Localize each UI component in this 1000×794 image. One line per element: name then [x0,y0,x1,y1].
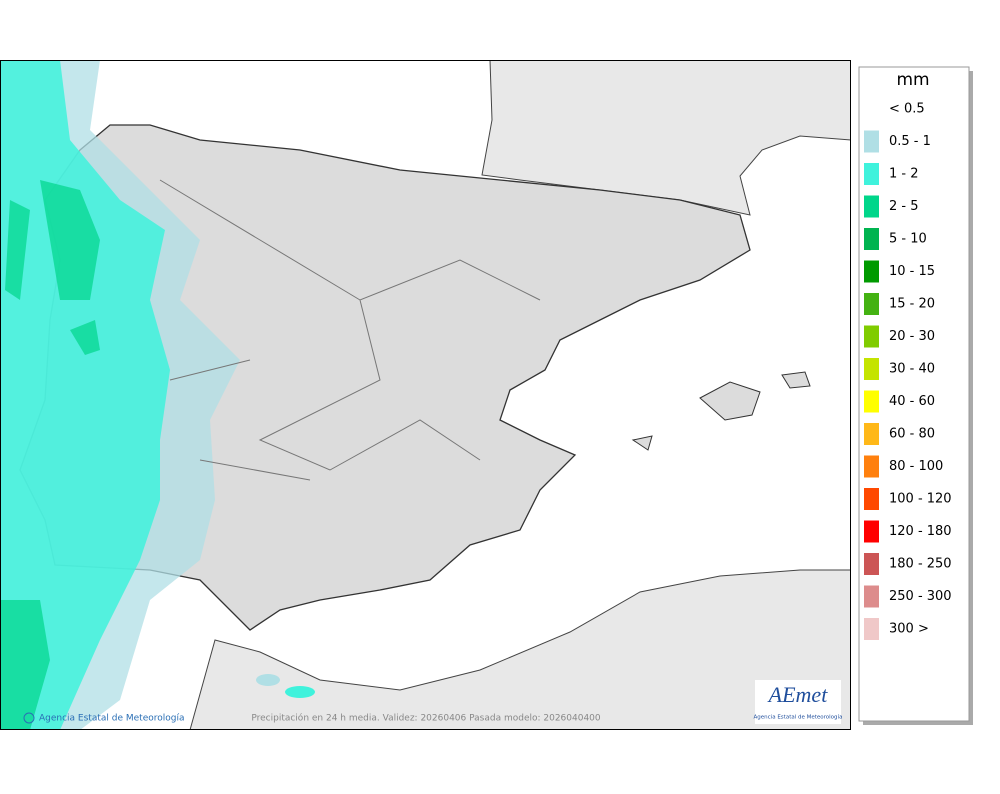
rain-spot [285,686,315,698]
legend-swatch [864,228,879,250]
balearic-islands [631,371,811,451]
map-frame [0,60,851,730]
caption: Precipitación en 24 h media. Validez: 20… [251,713,601,724]
rain-1-2 [0,60,170,730]
france [481,60,851,216]
legend-swatch [864,553,879,575]
copyright-icon [23,712,35,724]
legend-label: 250 - 300 [889,589,952,604]
legend-label: 2 - 5 [889,199,919,214]
legend-swatch [864,488,879,510]
legend-swatch [864,520,879,543]
map: AEmet Agencia Estatal de Meteorología Ag… [0,60,851,730]
legend-label: 5 - 10 [889,232,927,247]
legend-label: 60 - 80 [889,427,935,442]
africa [189,569,851,730]
legend-label: 80 - 100 [889,459,943,474]
legend-swatch [864,195,879,218]
legend-swatch [864,163,879,185]
credit: Agencia Estatal de Meteorología [39,714,185,724]
rain-spot [256,674,280,686]
logo-subtitle: Agencia Estatal de Meteorología [754,714,843,721]
legend-title: mm [896,70,929,90]
legend-label: 40 - 60 [889,394,935,409]
legend-label: 15 - 20 [889,297,935,312]
legend-label: 100 - 120 [889,492,952,507]
legend-label: 300 > [889,622,929,637]
logo-box [755,680,841,724]
legend-swatch [864,423,879,445]
legend-swatch [864,293,879,315]
legend-label: 1 - 2 [889,167,919,182]
rain-2-5 [0,180,100,730]
legend-swatch [864,358,879,380]
legend-label: 10 - 15 [889,264,935,279]
logo-name: AEmet [767,682,829,707]
legend-label: 180 - 250 [889,557,952,572]
legend-swatch [864,618,879,640]
legend-label: 30 - 40 [889,362,935,377]
legend-swatch [864,325,879,348]
legend-swatch [864,390,879,413]
legend-label: 0.5 - 1 [889,134,931,149]
legend-label: < 0.5 [889,102,925,117]
legend-label: 120 - 180 [889,524,952,539]
region-borders [159,179,541,481]
legend-swatch [864,455,879,478]
legend-label: 20 - 30 [889,329,935,344]
legend-swatch [864,260,879,283]
legend-swatch [864,585,879,608]
legend-swatch [864,130,879,153]
